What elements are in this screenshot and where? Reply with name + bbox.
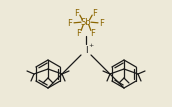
Text: Sb: Sb xyxy=(81,18,91,27)
Text: +: + xyxy=(88,42,94,48)
Text: F: F xyxy=(93,8,97,18)
Text: F: F xyxy=(68,19,72,27)
Text: F: F xyxy=(77,28,81,37)
Text: F: F xyxy=(91,28,95,37)
Text: I: I xyxy=(85,45,87,54)
Text: F: F xyxy=(75,8,79,18)
Text: F: F xyxy=(100,19,104,27)
